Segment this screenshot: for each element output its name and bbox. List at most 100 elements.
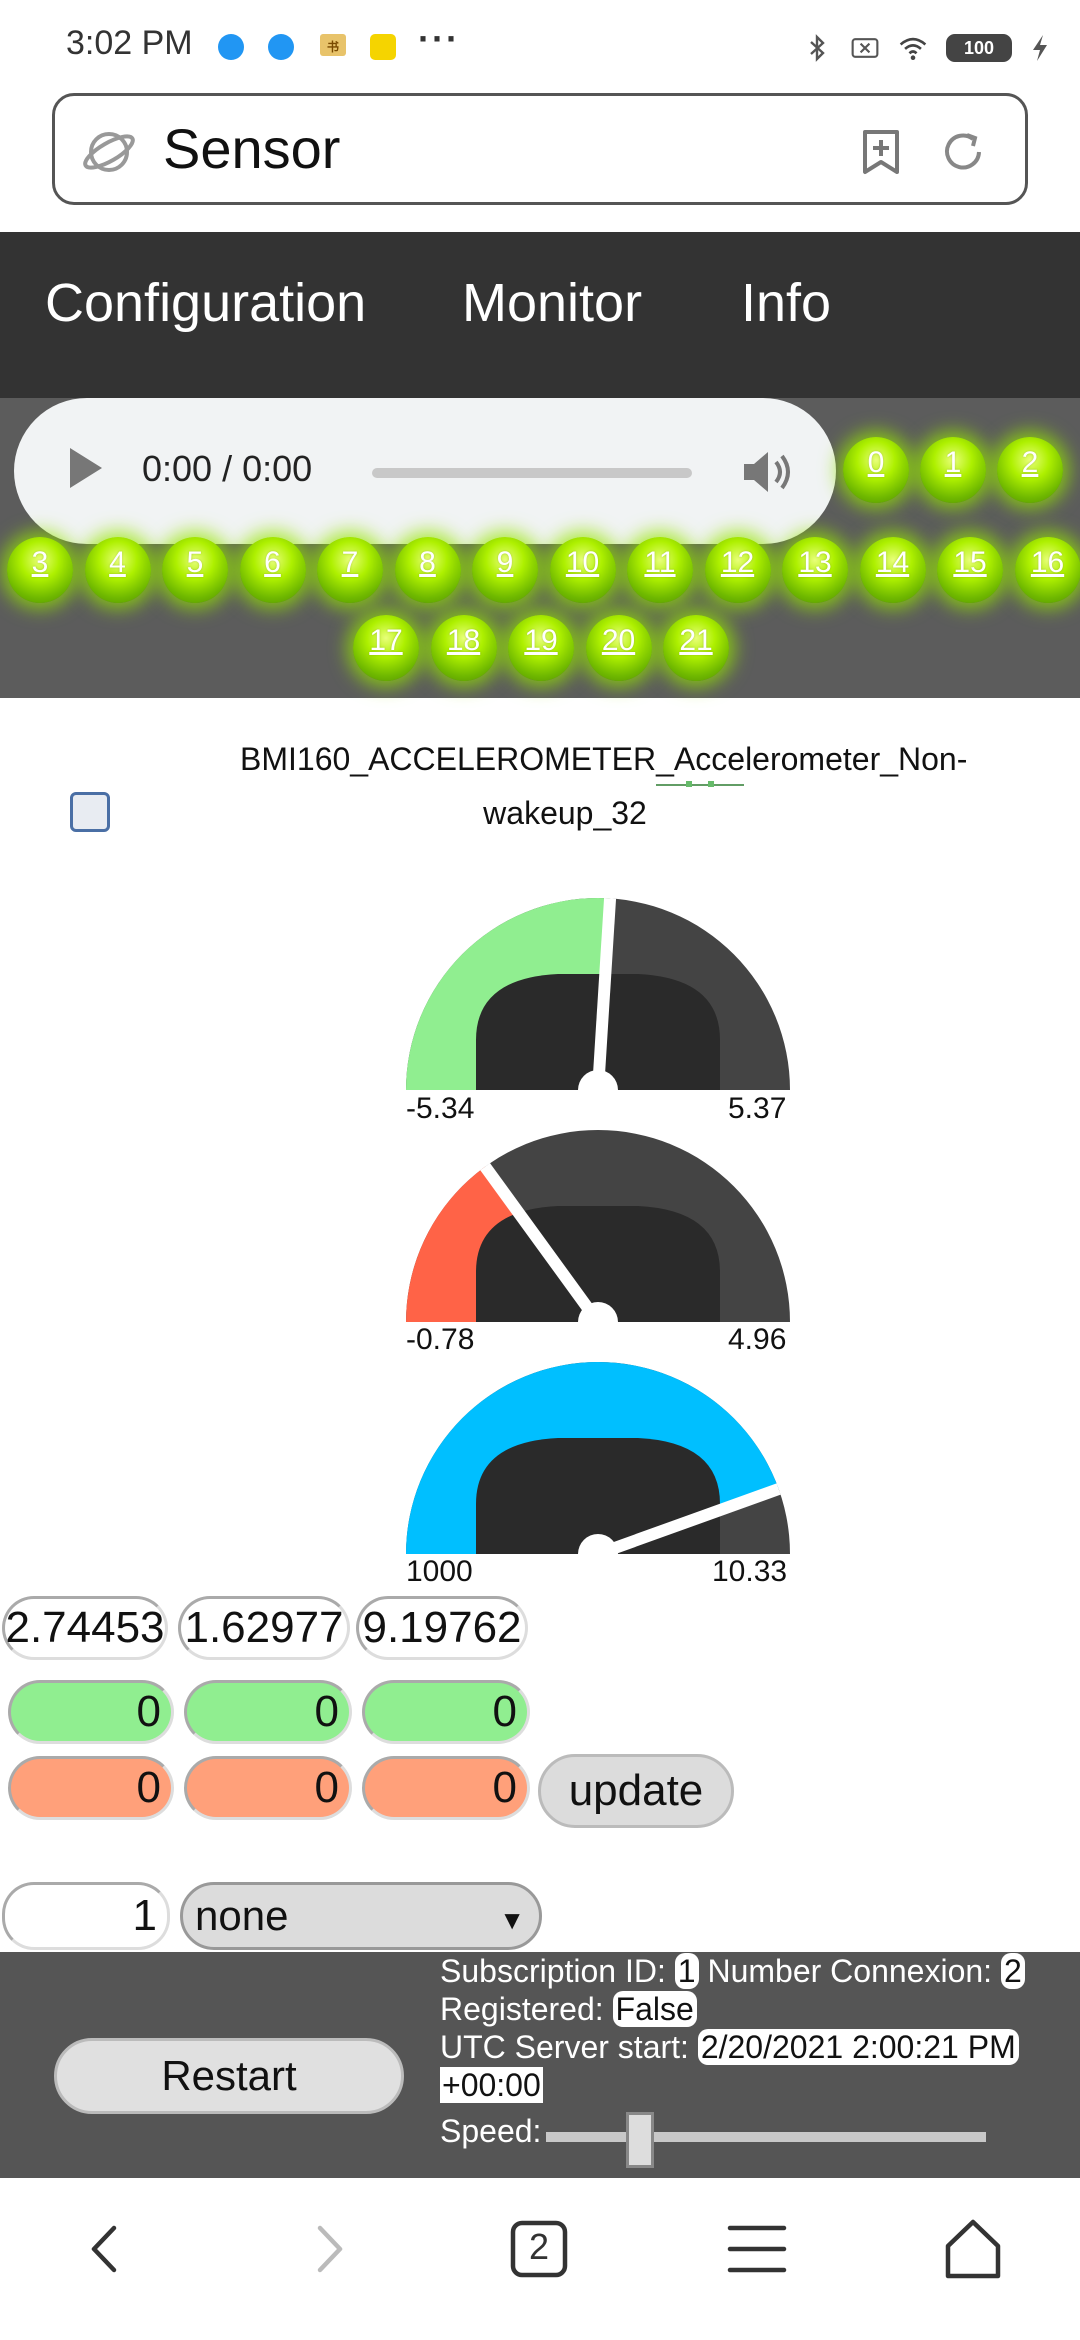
filter-select[interactable]: none ▼ [180,1882,542,1950]
utc-timezone: +00:00 [440,2067,543,2103]
forward-icon[interactable] [292,2214,362,2284]
channel-led-label[interactable]: 2 [1021,446,1039,479]
sparkline-icon [656,781,744,787]
app-notification-icon [370,34,396,60]
channel-led-0[interactable]: 0 [843,437,909,503]
back-icon[interactable] [72,2214,142,2284]
channel-led-label[interactable]: 15 [953,546,987,579]
battery-icon: 100 [946,34,1012,62]
server-info: Subscription ID: 1 Number Connexion: 2 R… [440,1952,1060,2150]
channel-led-4[interactable]: 4 [84,537,151,603]
channel-led-14[interactable]: 14 [859,537,926,603]
channel-led-label[interactable]: 14 [875,546,910,579]
channel-led-label[interactable]: 13 [798,546,832,579]
nav-monitor[interactable]: Monitor [462,273,643,333]
registered-value: False [612,1991,697,2027]
subscription-id: 1 [674,1953,699,1989]
channel-led-label[interactable]: 19 [524,624,558,657]
channel-led-17[interactable]: 17 [353,615,419,681]
speed-slider-thumb[interactable] [626,2112,654,2168]
channel-led-label[interactable]: 6 [264,546,281,579]
channel-led-label[interactable]: 3 [31,546,49,579]
speed-slider-track[interactable] [546,2132,986,2142]
address-bar[interactable]: Sensor [52,93,1028,205]
channel-led-label[interactable]: 17 [369,624,403,657]
green-input-y[interactable]: 0 [184,1680,352,1744]
channel-led-11[interactable]: 11 [627,537,693,603]
green-input-z[interactable]: 0 [362,1680,530,1744]
channel-led-21[interactable]: 21 [663,615,729,681]
value-y: 1.62977 [178,1596,350,1660]
sim-icon [851,38,879,58]
channel-led-label[interactable]: 20 [601,624,636,657]
gauge-y-min: -0.78 [406,1323,475,1356]
nav-configuration[interactable]: Configuration [45,273,367,333]
filter-select-value: none [195,1892,289,1939]
channel-led-2[interactable]: 2 [997,437,1063,503]
channel-led-18[interactable]: 18 [430,615,497,681]
menu-icon[interactable] [722,2214,792,2284]
gauge-z-max: 10.33 [712,1555,788,1588]
channel-led-label[interactable]: 12 [720,546,755,579]
nav-info[interactable]: Info [741,273,832,333]
channel-led-label[interactable]: 16 [1030,546,1065,579]
app-notification-icon [268,34,294,60]
orange-input-y[interactable]: 0 [184,1756,352,1820]
channel-led-9[interactable]: 9 [472,537,538,603]
channel-led-16[interactable]: 16 [1014,537,1080,603]
channel-led-1[interactable]: 1 [920,437,986,503]
channel-led-15[interactable]: 15 [937,537,1003,603]
channel-led-label[interactable]: 5 [186,546,204,579]
registered-line: Registered: False [440,1990,1060,2028]
play-icon[interactable] [70,448,102,488]
channel-led-12[interactable]: 12 [704,537,771,603]
status-time: 3:02 PM [66,24,193,62]
channel-led-label[interactable]: 7 [341,546,359,579]
sensor-title: BMI160_ACCELEROMETER_Accelerometer_Non-w… [240,741,968,831]
restart-button[interactable]: Restart [54,2038,404,2114]
channel-led-label[interactable]: 11 [644,546,676,579]
address-text[interactable]: Sensor [163,117,341,180]
green-input-x[interactable]: 0 [8,1680,174,1744]
planet-icon [83,132,135,172]
gauge-x-max: 5.37 [728,1092,787,1125]
channel-led-label[interactable]: 4 [109,546,126,579]
channel-led-label[interactable]: 0 [867,446,885,479]
sensor-checkbox[interactable] [70,792,110,832]
subscription-label: Subscription ID: [440,1953,666,1989]
subscription-input[interactable]: 1 [2,1882,170,1950]
audio-player[interactable]: 0:00 / 0:00 [14,398,836,544]
tabs-icon [510,2220,568,2278]
channel-led-6[interactable]: 6 [239,537,306,603]
orange-input-z[interactable]: 0 [362,1756,530,1820]
channel-led-20[interactable]: 20 [585,615,652,681]
connexion-count: 2 [1000,1953,1025,1989]
reload-icon[interactable] [937,126,989,178]
channel-led-13[interactable]: 13 [782,537,848,603]
channel-led-19[interactable]: 19 [508,615,574,681]
orange-input-x[interactable]: 0 [8,1756,174,1820]
channel-led-label[interactable]: 9 [496,546,514,579]
channel-led-label[interactable]: 1 [944,446,962,479]
more-notifications-icon: ··· [418,18,460,59]
channel-led-7[interactable]: 7 [317,537,383,603]
channel-led-label[interactable]: 8 [419,546,436,579]
tabs-button[interactable]: 2 [504,2214,574,2284]
volume-icon[interactable] [740,446,796,498]
status-icons: 100 [802,28,1050,68]
update-button[interactable]: update [538,1754,734,1828]
utc-line: UTC Server start: 2/20/2021 2:00:21 PM [440,2028,1060,2066]
channel-led-label[interactable]: 10 [565,546,600,579]
add-bookmark-icon[interactable] [855,126,907,178]
channel-led-8[interactable]: 8 [394,537,461,603]
channel-led-3[interactable]: 3 [7,537,73,603]
channel-led-10[interactable]: 10 [549,537,616,603]
audio-progress[interactable] [372,468,692,478]
channel-led-label[interactable]: 18 [446,624,481,657]
app-notification-icon: 书 [318,30,346,56]
channel-led-label[interactable]: 21 [679,624,713,657]
home-icon[interactable] [938,2214,1008,2284]
channel-led-5[interactable]: 5 [162,537,228,603]
subscription-line: Subscription ID: 1 Number Connexion: 2 [440,1952,1060,1990]
dropdown-arrow-icon: ▼ [499,1905,525,1935]
